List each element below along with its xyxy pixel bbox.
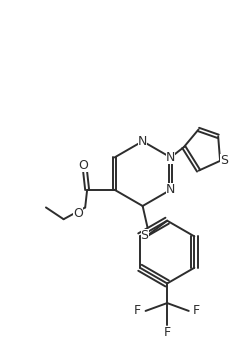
Text: S: S [141,229,149,242]
Text: S: S [220,154,228,167]
Text: N: N [138,135,147,148]
Text: O: O [78,159,88,172]
Text: F: F [134,304,141,317]
Text: F: F [193,304,200,317]
Text: N: N [166,151,175,164]
Text: O: O [73,207,83,220]
Text: F: F [164,326,171,339]
Text: N: N [166,183,175,196]
